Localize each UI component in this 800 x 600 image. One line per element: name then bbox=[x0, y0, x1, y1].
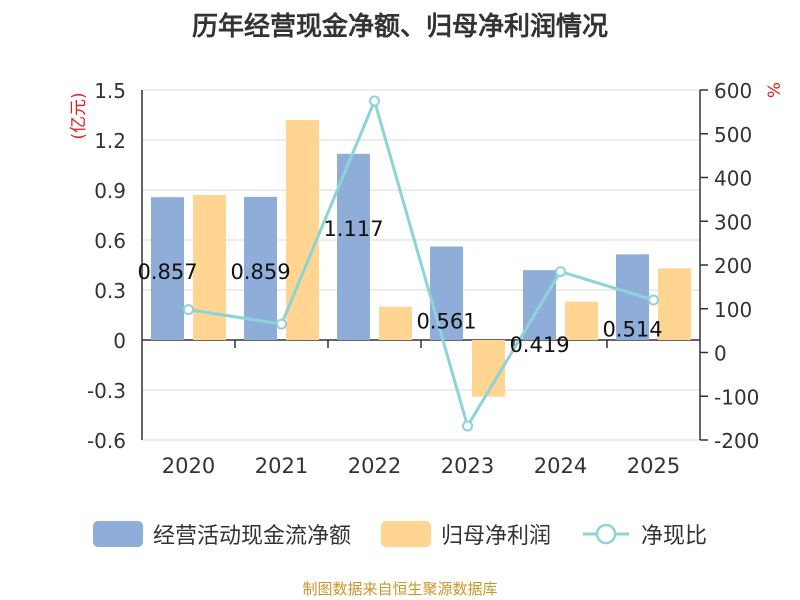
legend-swatch-profit bbox=[380, 521, 431, 547]
y-right-tick-label: -100 bbox=[714, 385, 759, 409]
x-tick-label: 2020 bbox=[162, 454, 215, 478]
bar-cash-2020 bbox=[151, 197, 184, 340]
chart-title: 历年经营现金净额、归母净利润情况 bbox=[191, 12, 608, 42]
legend-label-profit: 归母净利润 bbox=[440, 524, 551, 549]
y-left-tick-label: 0.6 bbox=[94, 229, 126, 253]
legend-swatch-cash bbox=[92, 521, 143, 547]
point-ratio-2023 bbox=[462, 420, 473, 432]
bar-profit-2024 bbox=[565, 301, 598, 340]
y-left-tick-label: 1.2 bbox=[94, 129, 126, 153]
legend-label-cash: 经营活动现金流净额 bbox=[152, 524, 351, 549]
bar-profit-2025 bbox=[658, 268, 691, 340]
point-ratio-2025 bbox=[648, 294, 659, 306]
y-right-tick-label: 100 bbox=[714, 298, 752, 322]
point-ratio-2022 bbox=[369, 95, 380, 107]
x-tick-label: 2023 bbox=[441, 454, 494, 478]
data-label-cash-2024: 0.419 bbox=[509, 333, 569, 357]
bar-cash-2021 bbox=[244, 196, 277, 340]
y-left-tick-label: 1.5 bbox=[94, 79, 126, 103]
legend-item-ratio[interactable]: 净现比 bbox=[581, 518, 707, 550]
bar-profit-2021 bbox=[286, 120, 319, 340]
y-right-tick-label: -200 bbox=[714, 429, 759, 453]
x-tick-label: 2024 bbox=[534, 454, 587, 478]
bar-cash-2022 bbox=[337, 153, 370, 340]
data-label-cash-2022: 1.117 bbox=[323, 217, 383, 241]
y-left-tick-label: 0 bbox=[113, 329, 126, 353]
y-left-unit-label: (亿元) bbox=[69, 92, 89, 139]
y-left-tick-label: -0.6 bbox=[87, 429, 126, 453]
y-right-tick-label: 200 bbox=[714, 254, 752, 278]
data-label-cash-2020: 0.857 bbox=[137, 260, 197, 284]
y-left-tick-label: 0.3 bbox=[94, 279, 126, 303]
legend-item-cash[interactable]: 经营活动现金流净额 bbox=[92, 518, 351, 550]
y-right-tick-label: 0 bbox=[714, 342, 727, 366]
bar-cash-2023 bbox=[430, 246, 463, 340]
bar-profit-2023 bbox=[472, 340, 505, 397]
point-ratio-2021 bbox=[276, 318, 287, 330]
point-ratio-2020 bbox=[183, 304, 194, 316]
bar-profit-2022 bbox=[379, 306, 412, 340]
x-tick-label: 2021 bbox=[255, 454, 308, 478]
x-tick-label: 2025 bbox=[627, 454, 680, 478]
data-label-cash-2021: 0.859 bbox=[230, 260, 290, 284]
source-note: 制图数据来自恒生聚源数据库 bbox=[302, 580, 498, 598]
data-label-cash-2023: 0.561 bbox=[416, 310, 476, 334]
bar-profit-2020 bbox=[193, 195, 226, 340]
y-right-tick-label: 600 bbox=[714, 79, 752, 103]
line-ratio bbox=[188, 96, 654, 430]
legend-line-marker-ratio bbox=[583, 523, 629, 545]
y-right-unit-label: % bbox=[765, 82, 785, 98]
y-left-tick-label: 0.9 bbox=[94, 179, 126, 203]
x-tick-label: 2022 bbox=[348, 454, 401, 478]
y-right-tick-label: 300 bbox=[714, 210, 752, 234]
point-ratio-2024 bbox=[555, 266, 566, 278]
legend-item-profit[interactable]: 归母净利润 bbox=[380, 518, 551, 550]
data-label-cash-2025: 0.514 bbox=[602, 317, 662, 341]
y-right-tick-label: 400 bbox=[714, 167, 752, 191]
legend: 经营活动现金流净额 归母净利润 净现比 bbox=[0, 518, 800, 550]
y-left-tick-label: -0.3 bbox=[87, 379, 126, 403]
y-right-tick-label: 500 bbox=[714, 123, 752, 147]
legend-label-ratio: 净现比 bbox=[641, 524, 708, 549]
